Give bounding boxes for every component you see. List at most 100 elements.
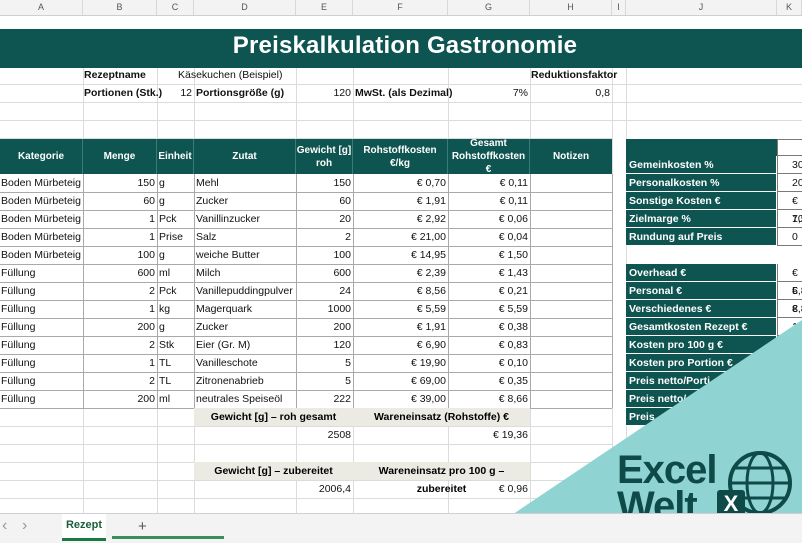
result-value[interactable] <box>777 372 802 390</box>
param-label[interactable]: Personalkosten % <box>626 174 776 192</box>
wareneinsatz-100g-label[interactable]: Wareneinsatz pro 100 g – zubereitet <box>353 462 530 495</box>
cell-gesamt[interactable]: € 0,11 <box>499 177 528 189</box>
cell-gewicht[interactable]: 150 <box>333 177 351 189</box>
cell-zutat[interactable]: neutrales Speiseöl <box>196 393 283 405</box>
cell-kosten-kg[interactable]: € 21,00 <box>410 231 446 243</box>
column-header-k[interactable]: K <box>777 0 802 15</box>
cell-zutat[interactable]: Milch <box>196 267 221 279</box>
cell-kosten-kg[interactable]: € 39,00 <box>410 393 446 405</box>
param-value[interactable]: 20 <box>777 174 802 192</box>
cell-einheit[interactable]: g <box>159 195 165 207</box>
column-header-f[interactable]: F <box>353 0 448 15</box>
cell-kategorie[interactable]: Füllung <box>1 393 36 405</box>
cell-kategorie[interactable]: Boden Mürbeteig <box>1 249 81 261</box>
cell-kategorie[interactable]: Füllung <box>1 267 36 279</box>
cell-zutat[interactable]: Eier (Gr. M) <box>196 339 251 351</box>
cell-gesamt[interactable]: € 1,43 <box>498 267 528 279</box>
cell-kosten-kg[interactable]: € 14,95 <box>410 249 446 261</box>
cell-menge[interactable]: 2 <box>149 375 155 387</box>
cell-gewicht[interactable]: 5 <box>345 375 351 387</box>
result-label[interactable]: Preis netto/Porti <box>626 372 776 390</box>
reduktionsfaktor-label[interactable]: Reduktionsfaktor <box>531 69 618 81</box>
cell-menge[interactable]: 200 <box>137 321 155 333</box>
column-header-b[interactable]: B <box>83 0 157 15</box>
cell-zutat[interactable]: weiche Butter <box>196 249 260 261</box>
cell-zutat[interactable]: Salz <box>196 231 217 243</box>
result-label[interactable]: Preis <box>626 408 776 426</box>
cell-kategorie[interactable]: Boden Mürbeteig <box>1 213 81 225</box>
cell-menge[interactable]: 2 <box>149 339 155 351</box>
cell-kosten-kg[interactable]: € 6,90 <box>416 339 446 351</box>
cell-kosten-kg[interactable]: € 2,92 <box>416 213 446 225</box>
cell-menge[interactable]: 2 <box>149 285 155 297</box>
param-value[interactable]: € 1,5 <box>777 192 802 225</box>
cell-einheit[interactable]: g <box>159 177 165 189</box>
cell-gesamt[interactable]: € 5,59 <box>498 303 528 315</box>
portionsgroesse-label[interactable]: Portionsgröße (g) <box>196 87 285 99</box>
cell-gesamt[interactable]: € 0,38 <box>498 321 528 333</box>
mwst-value[interactable]: 7% <box>512 87 528 99</box>
result-value[interactable] <box>777 336 802 354</box>
cell-kategorie[interactable]: Füllung <box>1 285 36 297</box>
column-header-g[interactable]: G <box>448 0 530 15</box>
next-sheet-icon[interactable]: › <box>22 517 28 534</box>
column-header-j[interactable]: J <box>626 0 777 15</box>
cell-einheit[interactable]: Prise <box>159 231 183 243</box>
cell-einheit[interactable]: Pck <box>159 213 177 225</box>
result-label[interactable]: Gesamtkosten Rezept € <box>626 318 776 336</box>
cell-zutat[interactable]: Zucker <box>196 195 229 207</box>
cell-menge[interactable]: 60 <box>143 195 155 207</box>
result-label[interactable]: Preis netto/ <box>626 390 776 408</box>
cell-gewicht[interactable]: 120 <box>333 339 351 351</box>
cell-kosten-kg[interactable]: € 1,91 <box>416 195 446 207</box>
cell-einheit[interactable]: g <box>159 249 165 261</box>
param-label[interactable]: Sonstige Kosten € <box>626 192 776 210</box>
result-value[interactable] <box>777 408 802 426</box>
result-label[interactable]: Overhead € <box>626 264 776 282</box>
cell-gesamt[interactable]: € 1,50 <box>498 249 528 261</box>
rezeptname-label[interactable]: Rezeptname <box>84 69 146 81</box>
cell-zutat[interactable]: Zitronenabrieb <box>196 375 264 387</box>
wareneinsatz-label[interactable]: Wareneinsatz (Rohstoffe) € <box>353 408 530 426</box>
cell-gewicht[interactable]: 24 <box>339 285 351 297</box>
cell-kategorie[interactable]: Boden Mürbeteig <box>1 177 81 189</box>
sheet-tab-rezept[interactable]: Rezept <box>62 514 106 541</box>
cell-gesamt[interactable]: € 0,35 <box>498 375 528 387</box>
header-rohstoffkosten-kg[interactable]: Rohstoffkosten €/kg <box>353 139 448 174</box>
result-value[interactable]: € 1,5 <box>777 300 802 333</box>
cell-kosten-kg[interactable]: € 69,00 <box>410 375 446 387</box>
cell-einheit[interactable]: kg <box>159 303 171 315</box>
cell-kategorie[interactable]: Füllung <box>1 339 36 351</box>
column-header-d[interactable]: D <box>194 0 296 15</box>
gewicht-zubereitet-value[interactable]: 2006,4 <box>318 483 351 495</box>
cell-gesamt[interactable]: € 0,04 <box>498 231 528 243</box>
cell-zutat[interactable]: Vanillepuddingpulver <box>196 285 293 297</box>
gewicht-roh-gesamt-label[interactable]: Gewicht [g] – roh gesamt <box>194 408 353 426</box>
cell-gewicht[interactable]: 5 <box>345 357 351 369</box>
header-einheit[interactable]: Einheit <box>157 139 194 174</box>
cell-einheit[interactable]: ml <box>159 393 171 405</box>
cell-gewicht[interactable]: 100 <box>333 249 351 261</box>
cell-gewicht[interactable]: 222 <box>333 393 351 405</box>
cell-kosten-kg[interactable]: € 8,56 <box>416 285 446 297</box>
cell-einheit[interactable]: g <box>159 321 165 333</box>
wareneinsatz-value[interactable]: € 19,36 <box>492 429 528 441</box>
cell-gewicht[interactable]: 600 <box>333 267 351 279</box>
cell-gewicht[interactable]: 60 <box>339 195 351 207</box>
param-value[interactable]: 30 <box>777 156 802 174</box>
header-kategorie[interactable]: Kategorie <box>0 139 83 174</box>
param-label[interactable]: Rundung auf Preis <box>626 228 776 246</box>
mwst-label[interactable]: MwSt. (als Dezimal) <box>355 87 453 99</box>
cell-gewicht[interactable]: 20 <box>339 213 351 225</box>
cell-einheit[interactable]: TL <box>159 357 172 369</box>
cell-gesamt[interactable]: € 8,66 <box>498 393 528 405</box>
portionsgroesse-value[interactable]: 120 <box>333 87 351 99</box>
header-zutat[interactable]: Zutat <box>194 139 296 174</box>
horizontal-scrollbar[interactable] <box>112 536 224 539</box>
cell-gesamt[interactable]: € 0,10 <box>498 357 528 369</box>
portionen-label[interactable]: Portionen (Stk.) <box>84 87 163 99</box>
header-gesamt-rohstoffkosten[interactable]: Gesamt Rohstoffkosten € <box>448 138 530 175</box>
cell-zutat[interactable]: Vanilleschote <box>196 357 258 369</box>
cell-kosten-kg[interactable]: € 2,39 <box>416 267 446 279</box>
cell-menge[interactable]: 1 <box>149 303 155 315</box>
